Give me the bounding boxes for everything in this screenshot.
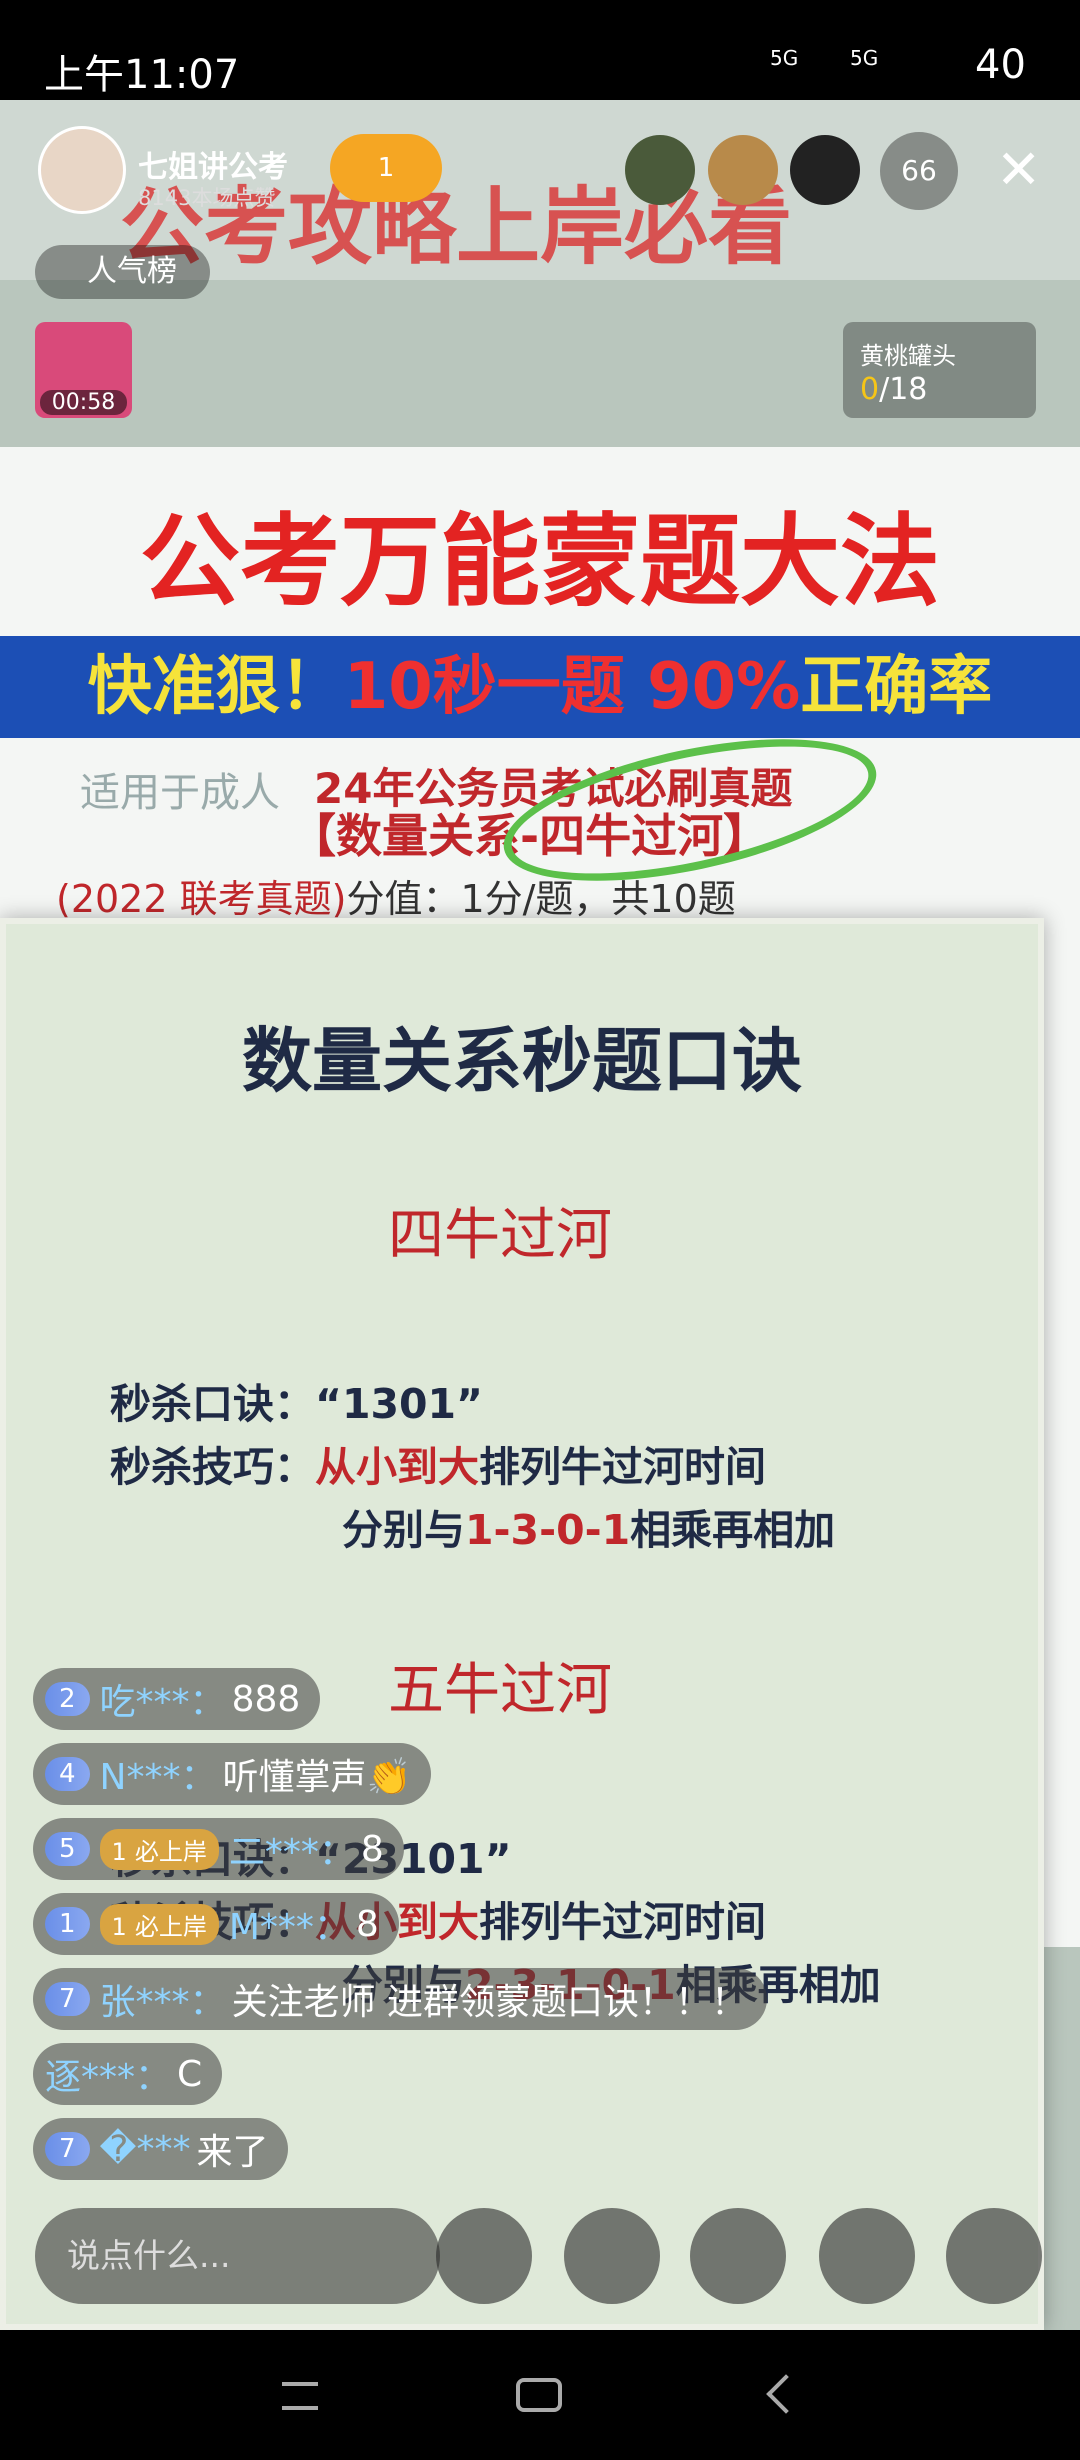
tip-line: 分别与1-3-0-1相乘再相加 — [342, 1496, 835, 1556]
comment: 5 1 必上岸 二***： 8 — [33, 1818, 404, 1880]
viewer-avatar[interactable] — [708, 135, 778, 205]
fan-badge: 1 必上岸 — [99, 1828, 219, 1870]
comment-text: 888 — [231, 1678, 301, 1720]
topic: 【数量关系-四牛过河】 — [290, 809, 770, 863]
close-button[interactable]: ✕ — [996, 138, 1042, 201]
section-heading: 五牛过河 — [388, 1658, 612, 1723]
badge-name: 必上岸 — [134, 1837, 207, 1866]
host-avatar[interactable] — [38, 126, 126, 214]
clock: 上午11:07 — [44, 52, 240, 98]
comment-user: �*** — [99, 2128, 191, 2170]
fan-badge: 1 必上岸 — [99, 1903, 219, 1945]
comment-user: 二***： — [228, 1832, 355, 1873]
exam: 24年公务员考试必刷真题 — [314, 764, 793, 813]
task-name: 黄桃罐头 — [860, 342, 956, 370]
tip-text: 排列牛过河时间 — [479, 1443, 766, 1491]
network: 5G — [770, 46, 799, 70]
slogan: 快准狠！ — [87, 650, 344, 724]
comment-text: 关注老师 进群领蒙题口诀！！！ — [231, 1982, 748, 2023]
likes: 8143本场点赞 — [138, 186, 276, 210]
slogan: 正确率 — [800, 650, 993, 724]
comment-input[interactable]: 说点什么... — [35, 2208, 440, 2304]
level-badge: 5 — [45, 1832, 90, 1866]
emoji-button[interactable] — [436, 2208, 532, 2304]
back-button[interactable] — [766, 2374, 806, 2414]
source: (2022 联考真题) — [56, 877, 347, 921]
more-button[interactable] — [946, 2208, 1042, 2304]
host-name: 七姐讲公考 — [138, 150, 288, 185]
comment-user: 逐***： — [45, 2057, 172, 2098]
tip-highlight: 1-3-0-1 — [465, 1506, 631, 1554]
comment: 7 �*** 来了 — [33, 2118, 289, 2180]
comment-text: 来了 — [196, 2132, 269, 2173]
comment-user: 吃***： — [99, 1682, 226, 1723]
like-button[interactable] — [690, 2208, 786, 2304]
formula: “1301” — [315, 1380, 484, 1428]
level-badge: 1 — [45, 1907, 90, 1941]
tip-text: 分别与 — [342, 1506, 465, 1554]
tip-label: 秒杀技巧： — [110, 1443, 315, 1491]
menu-button[interactable] — [282, 2382, 318, 2410]
navigation-bar — [0, 2330, 1080, 2460]
gift-button[interactable] — [819, 2208, 915, 2304]
formula-label: 秒杀口诀： — [110, 1380, 315, 1428]
comment: 1 1 必上岸 M***： 8 — [33, 1893, 399, 1955]
score: 分值：1分/题，共10题 — [346, 877, 736, 921]
viewer-count[interactable]: 66 — [880, 132, 958, 210]
source-line: (2022 联考真题)分值：1分/题，共10题 — [56, 868, 736, 923]
tip-text: 相乘再相加 — [630, 1506, 836, 1554]
comment-text: 8 — [355, 1903, 379, 1945]
formula-line: 秒杀口诀：“1301” — [110, 1370, 483, 1430]
network: 5G — [850, 46, 879, 70]
card-title: 数量关系秒题口诀 — [242, 1020, 802, 1102]
slogan: 90% — [647, 650, 801, 724]
home-button[interactable] — [516, 2378, 562, 2412]
poster-title: 公考万能蒙题大法 — [140, 503, 940, 620]
task-total: /18 — [879, 372, 928, 407]
slogan-band: 快准狠！10秒一题 90%正确率 — [0, 636, 1080, 738]
comment: 2 吃***： 888 — [33, 1668, 321, 1730]
battery: 40 — [975, 42, 1026, 88]
task-progress: 0 — [860, 372, 880, 407]
popularity[interactable]: 人气榜 — [35, 245, 210, 299]
comment-text: C — [177, 2053, 203, 2095]
slogan: 10秒一题 — [343, 650, 625, 724]
banner-bg — [0, 100, 1080, 280]
viewer-avatar[interactable] — [790, 135, 860, 205]
audience: 适用于成人 — [80, 770, 280, 816]
tip-text: 排列牛过河时间 — [479, 1898, 766, 1946]
red-packet-timer: 00:58 — [40, 390, 127, 415]
level-badge: 2 — [45, 1682, 90, 1716]
comment-text: 8 — [360, 1828, 384, 1870]
level-badge: 7 — [45, 1982, 90, 2016]
comment: 4 N***： 听懂掌声👏 — [33, 1743, 432, 1805]
comment-user: N***： — [99, 1757, 217, 1798]
comment-user: M***： — [228, 1907, 350, 1948]
comment: 7 张***： 关注老师 进群领蒙题口诀！！！ — [33, 1968, 768, 2030]
tip-highlight: 从小到大 — [315, 1443, 479, 1491]
badge-level: 1 — [111, 1837, 127, 1866]
viewer-avatar[interactable] — [625, 135, 695, 205]
comment-user: 张***： — [99, 1982, 226, 2023]
tip-line: 秒杀技巧：从小到大排列牛过河时间 — [110, 1433, 766, 1493]
badge-name: 必上岸 — [134, 1912, 207, 1941]
task-box[interactable] — [843, 322, 1036, 418]
task-progress-line: 0/18 — [860, 372, 927, 407]
badge-level: 1 — [111, 1912, 127, 1941]
link-button[interactable] — [564, 2208, 660, 2304]
level-badge: 7 — [45, 2132, 90, 2166]
video-stream: 公考攻略上岸必看 公考万能蒙题大法 快准狠！10秒一题 90%正确率 适用于成人… — [0, 100, 1080, 2330]
comment-text: 听懂掌声👏 — [222, 1757, 412, 1798]
level-badge: 4 — [45, 1757, 90, 1791]
section-heading: 四牛过河 — [388, 1203, 612, 1268]
comment: 逐***： C — [33, 2043, 223, 2105]
fan-badge[interactable]: 1 — [330, 134, 442, 202]
